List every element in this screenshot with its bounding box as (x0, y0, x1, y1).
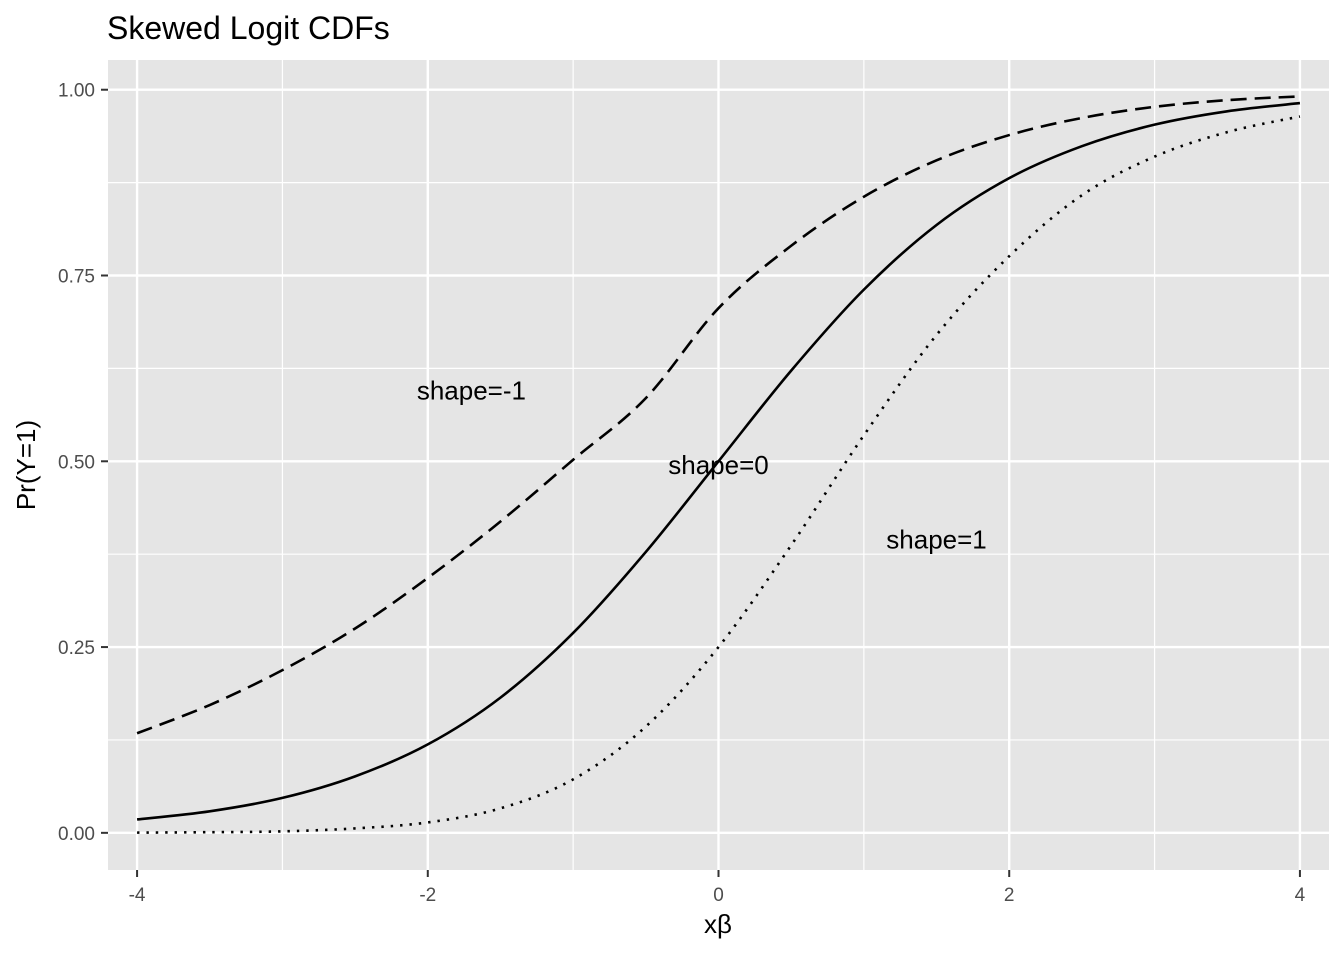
x-tick-label: 4 (1295, 885, 1306, 906)
x-tick-label: 2 (1004, 885, 1015, 906)
series-lines (136, 95, 1301, 834)
axes: -4 -2 0 2 4 0.00 0.25 0.50 0.75 1.00 (58, 81, 1306, 906)
y-axis-title: Pr(Y=1) (11, 420, 41, 510)
annotation-label: shape=-1 (417, 376, 526, 406)
series-line-dashed (136, 95, 1300, 735)
annotation-label: shape=1 (886, 524, 986, 554)
chart-title: Skewed Logit CDFs (107, 10, 390, 46)
x-tick-label: 0 (713, 885, 724, 906)
y-tick-label: 0.75 (58, 267, 95, 288)
y-tick-label: 0.00 (58, 824, 95, 845)
x-tick-label: -4 (129, 885, 146, 906)
series-line-solid (136, 101, 1301, 821)
y-tick-label: 0.25 (58, 638, 95, 659)
annotation-label: shape=0 (668, 450, 768, 480)
series-line-dotted (137, 115, 1301, 834)
y-tick-label: 1.00 (58, 81, 95, 102)
annotations: shape=-1 shape=0 shape=1 (417, 376, 987, 555)
x-axis-title: xβ (704, 909, 732, 939)
y-tick-label: 0.50 (58, 452, 95, 473)
x-tick-label: -2 (419, 885, 436, 906)
